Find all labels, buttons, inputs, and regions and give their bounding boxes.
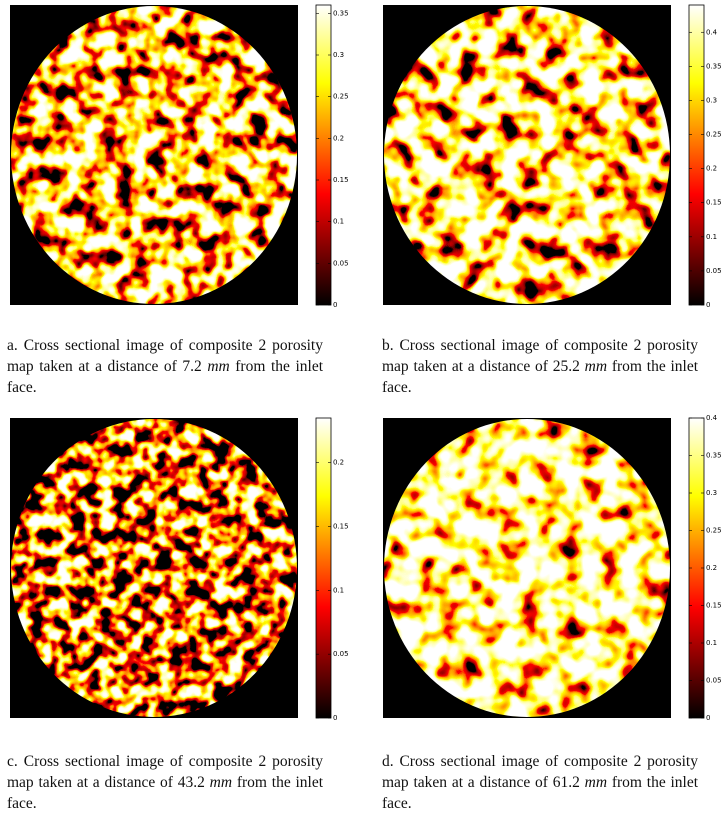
caption-unit: mm [207, 358, 230, 375]
caption-label: d. [382, 753, 394, 770]
caption-text: Cross sectional image of composite 2 por… [7, 337, 323, 375]
caption: b. Cross sectional image of composite 2 … [382, 335, 698, 398]
colorbar-tick-label: 0.2 [706, 564, 717, 572]
caption-text: Cross sectional image of composite 2 por… [382, 753, 698, 791]
colorbar-tick-label: 0.25 [333, 93, 349, 101]
colorbar-tick-label: 0.4 [706, 28, 718, 36]
porosity-map [11, 419, 297, 717]
caption-label: a. [7, 337, 18, 354]
caption-label: c. [7, 753, 18, 770]
caption-label: b. [382, 337, 394, 354]
caption-text: Cross sectional image of composite 2 por… [382, 337, 698, 375]
porosity-map [11, 6, 297, 304]
caption-text: Cross sectional image of composite 2 por… [7, 753, 323, 791]
colorbar [315, 4, 332, 306]
colorbar-tick-label: 0 [706, 714, 710, 722]
caption-tail: from the inlet face. [382, 774, 699, 812]
porosity-map [384, 6, 670, 304]
colorbar-tick-label: 0.4 [706, 414, 718, 422]
colorbar [315, 417, 332, 719]
caption: d. Cross sectional image of composite 2 … [382, 751, 698, 814]
colorbar-tick-label: 0.1 [706, 233, 717, 241]
colorbar-tick-label: 0.05 [706, 677, 722, 685]
colorbar-tick-label: 0.3 [333, 51, 344, 59]
colorbar-tick-label: 0.35 [706, 62, 722, 70]
caption-unit: mm [584, 358, 608, 375]
caption-unit: mm [209, 774, 233, 791]
colorbar-tick-label: 0 [333, 301, 337, 309]
colorbar-tick-label: 0.2 [706, 165, 717, 173]
colorbar-tick-label: 0.05 [333, 259, 349, 267]
colorbar-tick-label: 0.35 [333, 9, 349, 17]
colorbar-tick-label: 0.2 [333, 459, 344, 467]
porosity-map [384, 419, 670, 717]
colorbar-tick-label: 0.15 [706, 199, 722, 207]
caption-tail: from the inlet face. [7, 774, 324, 812]
colorbar-tick-label: 0.25 [706, 527, 722, 535]
colorbar-tick-label: 0.2 [333, 134, 344, 142]
colorbar-tick-label: 0.25 [706, 131, 722, 139]
caption-tail: from the inlet face. [7, 358, 323, 396]
caption: a. Cross sectional image of composite 2 … [7, 335, 323, 398]
colorbar-tick-label: 0.05 [706, 267, 722, 275]
colorbar-tick-label: 0.15 [706, 602, 722, 610]
colorbar-tick-label: 0.3 [706, 96, 717, 104]
colorbar-tick-label: 0 [706, 301, 710, 309]
colorbar-tick-label: 0.15 [333, 176, 349, 184]
colorbar-tick-label: 0.35 [706, 452, 722, 460]
caption: c. Cross sectional image of composite 2 … [7, 751, 323, 814]
colorbar-tick-label: 0 [333, 714, 337, 722]
caption-unit: mm [584, 774, 608, 791]
colorbar-tick-label: 0.3 [706, 489, 717, 497]
caption-tail: from the inlet face. [382, 358, 699, 396]
colorbar-tick-label: 0.1 [333, 586, 344, 594]
colorbar [688, 4, 705, 306]
colorbar-tick-label: 0.05 [333, 650, 349, 658]
colorbar-tick-label: 0.15 [333, 523, 349, 531]
colorbar-tick-label: 0.1 [706, 639, 717, 647]
colorbar-tick-label: 0.1 [333, 218, 344, 226]
